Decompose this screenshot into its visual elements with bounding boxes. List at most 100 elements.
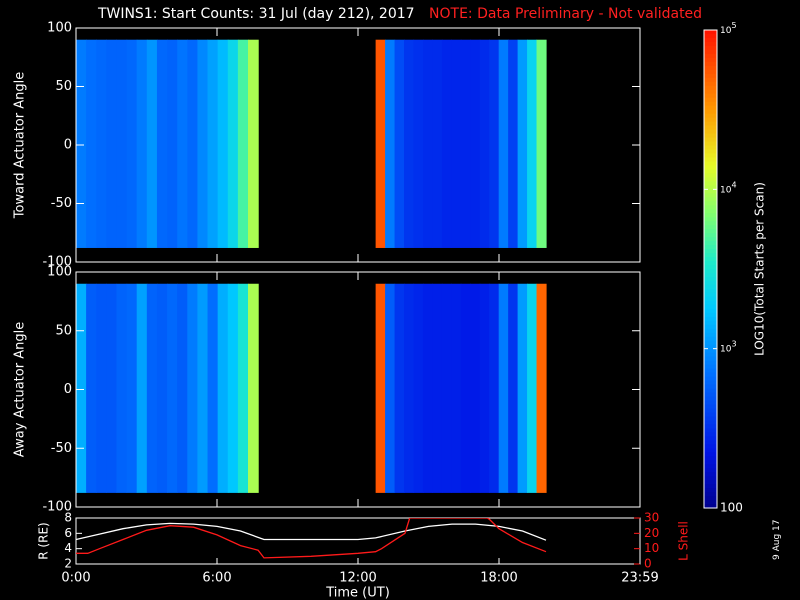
colorbar-label: LOG10(Total Starts per Scan) [753, 182, 767, 356]
generation-date: 9 Aug 17 [772, 519, 782, 560]
colorbar-cell-25 [704, 129, 717, 135]
heatmap-column-toward-0-5 [126, 39, 138, 248]
colorbar-cell-7 [704, 57, 717, 63]
colorbar-cell-46 [704, 213, 717, 218]
colorbar-cell-30 [704, 149, 717, 155]
heatmap-column-away-1-16 [527, 283, 538, 493]
heatmap-column-toward-1-3 [404, 39, 415, 248]
colorbar-cell-51 [704, 233, 717, 238]
heatmap-column-away-0-7 [146, 283, 158, 493]
colorbar-cell-95 [704, 408, 717, 413]
colorbar-cell-93 [704, 400, 717, 406]
chart-title: TWINS1: Start Counts: 31 Jul (day 212), … [0, 6, 800, 22]
colorbar-cell-113 [704, 480, 717, 485]
y-tick-label-toward: 0 [64, 138, 72, 153]
colorbar-cell-47 [704, 217, 717, 222]
heatmap-column-toward-0-1 [86, 39, 97, 248]
heatmap-column-toward-1-13 [498, 39, 509, 248]
colorbar-cell-99 [704, 424, 717, 429]
heatmap-column-away-0-3 [106, 283, 118, 493]
colorbar-cell-87 [704, 376, 717, 382]
colorbar-cell-49 [704, 225, 717, 230]
heatmap-column-toward-1-2 [394, 39, 405, 248]
colorbar-cell-42 [704, 197, 717, 202]
heatmap-column-away-0-0 [76, 283, 87, 493]
colorbar-cell-106 [704, 452, 717, 457]
colorbar-cell-57 [704, 257, 717, 262]
orbit-right-axis-label: L Shell [677, 521, 691, 561]
colorbar-cell-78 [704, 340, 717, 346]
colorbar-cell-90 [704, 388, 717, 394]
colorbar-cell-18 [704, 101, 717, 107]
colorbar-cell-55 [704, 249, 717, 254]
x-tick-label: 18:00 [480, 571, 517, 586]
colorbar-cell-1 [704, 33, 717, 39]
colorbar-cell-19 [704, 105, 717, 111]
heatmap-column-toward-0-16 [237, 39, 249, 248]
y-axis-label-away: Away Actuator Angle [13, 322, 28, 457]
colorbar-cell-20 [704, 109, 717, 115]
colorbar-cell-23 [704, 121, 717, 127]
heatmap-column-away-0-1 [86, 283, 97, 493]
colorbar-cell-67 [704, 296, 717, 302]
heatmap-column-away-1-4 [413, 283, 424, 493]
heatmap-column-away-0-16 [237, 283, 249, 493]
colorbar-cell-77 [704, 336, 717, 342]
colorbar-cell-41 [704, 193, 717, 198]
heatmap-column-toward-1-4 [413, 39, 424, 248]
y-tick-label-toward: 100 [47, 21, 72, 36]
colorbar-cell-36 [704, 173, 717, 178]
colorbar-cell-89 [704, 384, 717, 390]
colorbar-cell-72 [704, 316, 717, 322]
y-tick-label-toward: -100 [42, 255, 72, 270]
colorbar-cell-71 [704, 312, 717, 318]
colorbar-cell-50 [704, 229, 717, 234]
colorbar-cell-4 [704, 45, 717, 51]
colorbar-cell-96 [704, 412, 717, 417]
x-tick-label: 23:59 [621, 571, 658, 586]
colorbar-cell-62 [704, 276, 717, 282]
colorbar-cell-82 [704, 356, 717, 362]
colorbar-cell-16 [704, 93, 717, 99]
heatmap-column-away-0-4 [116, 283, 128, 493]
heatmap-column-away-1-1 [385, 283, 396, 493]
y-tick-label-away: -100 [42, 500, 72, 515]
heatmap-column-away-0-6 [136, 283, 148, 493]
heatmap-column-toward-1-17 [536, 39, 547, 248]
colorbar-cell-52 [704, 237, 717, 242]
orbit-right-tick-label: 0 [644, 557, 652, 571]
heatmap-column-toward-1-14 [508, 39, 519, 248]
heatmap-column-toward-0-0 [76, 39, 87, 248]
orbit-left-axis-label: R (RE) [37, 522, 51, 559]
x-axis-label: Time (UT) [325, 586, 390, 600]
colorbar-cell-85 [704, 368, 717, 374]
colorbar-cell-108 [704, 460, 717, 465]
colorbar-cell-35 [704, 169, 717, 174]
colorbar-cell-5 [704, 49, 717, 55]
heatmap-column-toward-0-9 [167, 39, 178, 248]
colorbar-cell-2 [704, 37, 717, 43]
colorbar-cell-69 [704, 304, 717, 310]
colorbar-cell-34 [704, 165, 717, 171]
orbit-lines [76, 518, 547, 559]
orbit-series-left [76, 522, 547, 541]
colorbar-cell-31 [704, 153, 717, 159]
heatmap-column-away-1-5 [422, 283, 434, 493]
y-axis-label-toward: Toward Actuator Angle [13, 72, 28, 219]
chart-title-main: TWINS1: Start Counts: 31 Jul (day 212), … [97, 6, 415, 22]
heatmap-column-away-1-13 [498, 283, 509, 493]
heatmap-column-toward-0-3 [106, 39, 118, 248]
heatmap-column-toward-0-17 [248, 39, 259, 248]
colorbar-cell-92 [704, 396, 717, 402]
heatmap-column-toward-1-0 [375, 39, 386, 248]
colorbar-cell-66 [704, 292, 717, 298]
heatmap-column-toward-1-5 [422, 39, 434, 248]
colorbar-cell-110 [704, 468, 717, 473]
heatmap-column-toward-0-14 [217, 39, 229, 248]
colorbar-cell-76 [704, 332, 717, 338]
colorbar-cell-65 [704, 288, 717, 294]
y-tick-label-away: -50 [51, 441, 72, 456]
colorbar-cell-10 [704, 69, 717, 75]
heatmap-column-away-0-14 [217, 283, 229, 493]
